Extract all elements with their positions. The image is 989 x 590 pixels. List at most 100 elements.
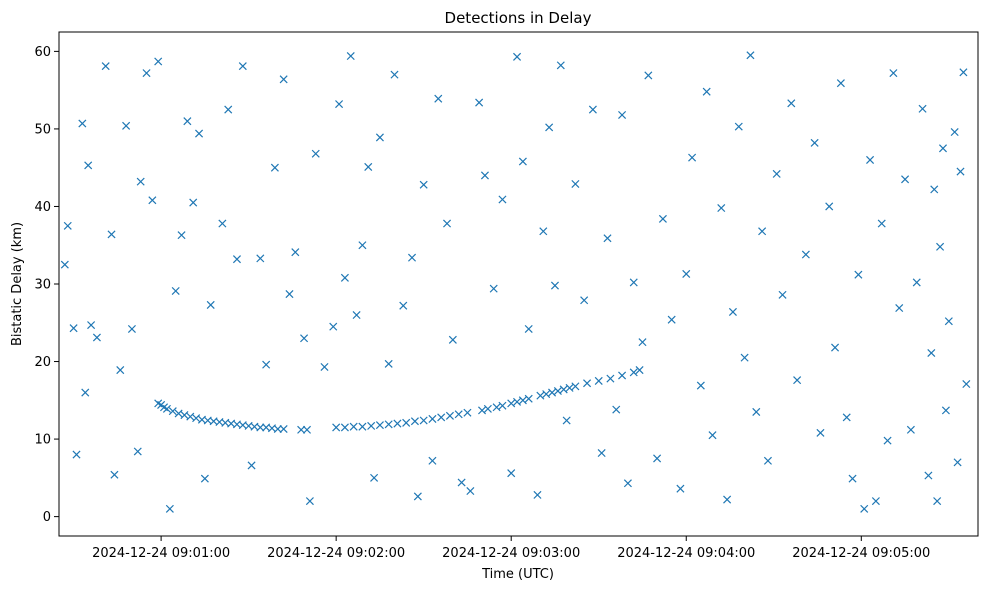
data-point bbox=[437, 413, 446, 422]
data-point bbox=[688, 153, 697, 162]
data-point bbox=[778, 290, 787, 299]
data-point bbox=[618, 371, 627, 380]
y-tick-label: 10 bbox=[34, 433, 51, 448]
data-point bbox=[110, 470, 119, 479]
data-point bbox=[87, 321, 96, 330]
data-point bbox=[311, 149, 320, 158]
data-point bbox=[69, 324, 78, 333]
plot-frame bbox=[58, 31, 979, 537]
data-point bbox=[507, 399, 516, 408]
data-point bbox=[180, 411, 189, 420]
data-point bbox=[466, 487, 475, 496]
data-point bbox=[787, 99, 796, 108]
data-point bbox=[906, 425, 915, 434]
data-point bbox=[402, 418, 411, 427]
data-point bbox=[889, 69, 898, 78]
data-point bbox=[407, 253, 417, 262]
data-point bbox=[842, 413, 851, 422]
data-point bbox=[682, 269, 691, 278]
data-point bbox=[136, 177, 145, 186]
data-point bbox=[571, 382, 580, 391]
data-point bbox=[746, 51, 755, 60]
data-point bbox=[142, 69, 151, 78]
data-point bbox=[953, 458, 962, 467]
data-point bbox=[927, 348, 936, 358]
data-point bbox=[866, 155, 875, 164]
data-point bbox=[871, 497, 880, 506]
data-point bbox=[565, 383, 574, 392]
data-point bbox=[758, 227, 767, 236]
data-point bbox=[370, 473, 379, 482]
data-point bbox=[831, 343, 840, 352]
data-point bbox=[708, 431, 717, 440]
data-point bbox=[644, 71, 653, 80]
data-point bbox=[478, 406, 487, 415]
data-point bbox=[340, 423, 349, 432]
data-point bbox=[702, 87, 711, 96]
data-point bbox=[186, 412, 195, 421]
data-point bbox=[571, 179, 580, 188]
data-point bbox=[162, 404, 171, 413]
data-point bbox=[352, 310, 361, 320]
data-point bbox=[801, 250, 810, 259]
data-point bbox=[553, 386, 562, 396]
data-point bbox=[559, 385, 568, 394]
y-tick-label: 20 bbox=[34, 355, 51, 370]
data-point bbox=[723, 495, 732, 504]
data-point bbox=[583, 379, 592, 388]
data-point bbox=[962, 380, 971, 389]
data-point bbox=[375, 421, 384, 430]
data-point bbox=[518, 157, 527, 166]
x-axis-title: Time (UTC) bbox=[481, 567, 554, 582]
data-point bbox=[434, 94, 443, 103]
data-point bbox=[305, 497, 314, 506]
data-point bbox=[696, 381, 705, 390]
data-point bbox=[232, 255, 241, 264]
chart-title: Detections in Delay bbox=[445, 9, 592, 27]
y-tick-label: 0 bbox=[43, 510, 51, 525]
data-point bbox=[285, 290, 294, 299]
data-point bbox=[165, 504, 174, 513]
data-point bbox=[629, 278, 638, 287]
data-point bbox=[539, 227, 548, 236]
data-point bbox=[524, 324, 533, 333]
data-point bbox=[81, 388, 90, 397]
data-point bbox=[498, 195, 507, 204]
data-point bbox=[367, 421, 376, 430]
data-point bbox=[938, 144, 948, 153]
data-point bbox=[340, 273, 349, 282]
data-point bbox=[603, 234, 612, 243]
data-point bbox=[816, 428, 825, 437]
data-point bbox=[763, 456, 772, 465]
data-point bbox=[92, 333, 101, 342]
data-point bbox=[127, 324, 136, 333]
data-point bbox=[133, 447, 142, 456]
data-point bbox=[658, 214, 667, 223]
data-point bbox=[384, 420, 393, 429]
data-point bbox=[483, 404, 492, 413]
data-point bbox=[454, 410, 463, 419]
data-point bbox=[270, 163, 279, 172]
data-point bbox=[836, 79, 845, 88]
data-point bbox=[612, 405, 621, 414]
data-point bbox=[329, 322, 338, 331]
data-point bbox=[959, 68, 968, 77]
data-point bbox=[956, 167, 965, 176]
data-points bbox=[60, 51, 971, 513]
data-point bbox=[901, 175, 910, 184]
data-point bbox=[419, 180, 428, 189]
data-point bbox=[556, 61, 565, 70]
data-point bbox=[107, 230, 116, 239]
data-point bbox=[428, 414, 437, 423]
data-point bbox=[332, 423, 341, 432]
data-point bbox=[854, 270, 863, 279]
x-tick-label: 2024-12-24 09:01:00 bbox=[92, 546, 230, 561]
data-point bbox=[489, 284, 498, 293]
x-tick-label: 2024-12-24 09:05:00 bbox=[792, 546, 930, 561]
data-point bbox=[548, 388, 557, 397]
data-point bbox=[375, 133, 384, 142]
data-point bbox=[542, 390, 551, 399]
data-point bbox=[457, 478, 466, 487]
data-point bbox=[183, 117, 192, 126]
data-point bbox=[810, 138, 819, 147]
